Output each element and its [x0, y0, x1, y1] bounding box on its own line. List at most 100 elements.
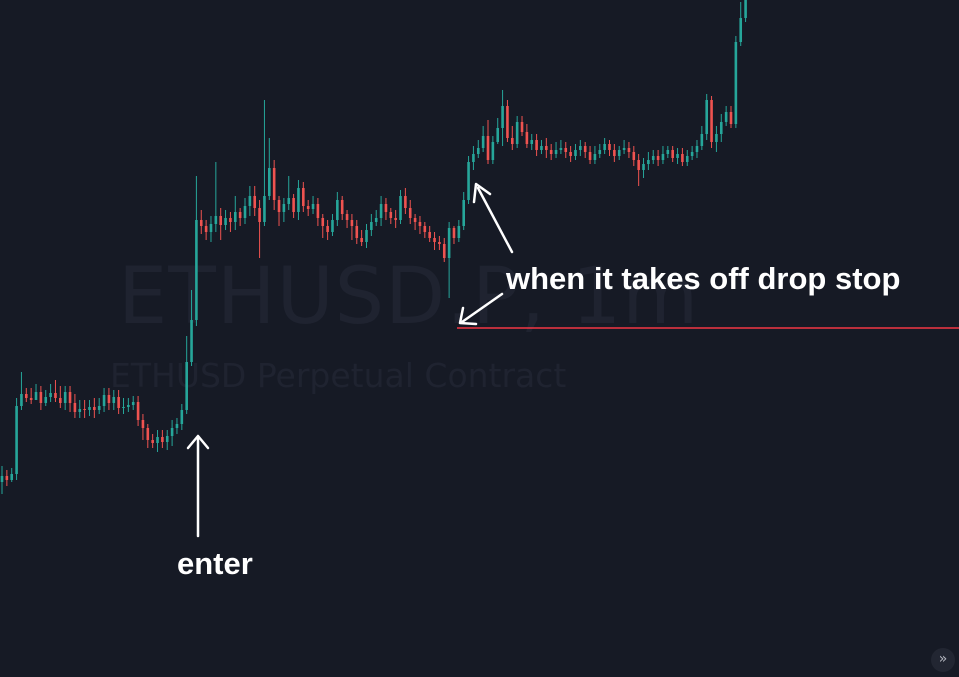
candle-body-up	[598, 150, 602, 154]
candle-body-down	[350, 220, 354, 226]
candle-body-up	[530, 140, 534, 144]
stop-annotation-text: when it takes off drop stop	[506, 261, 901, 296]
candle-body-up	[603, 144, 606, 150]
candle-body-up	[175, 424, 179, 428]
candle-body-up	[311, 204, 315, 209]
candle-body-up	[0, 476, 4, 482]
candle-body-up	[661, 154, 665, 160]
candle-body-up	[44, 397, 48, 403]
candle-body-up	[705, 100, 708, 134]
candle-body-up	[574, 150, 577, 156]
candle-body-up	[666, 150, 670, 154]
candle-body-up	[63, 392, 67, 403]
candle-body-up	[297, 188, 300, 212]
candle-body-down	[93, 407, 96, 410]
candle-body-up	[97, 406, 101, 410]
candle-body-up	[243, 206, 247, 218]
candle-body-down	[418, 222, 422, 226]
candle-body-down	[452, 228, 456, 238]
candle-body-down	[161, 437, 164, 442]
candle-body-up	[112, 397, 116, 403]
candle-body-up	[744, 0, 747, 18]
candle-body-down	[545, 146, 548, 150]
candle-body-up	[462, 200, 465, 226]
candle-body-down	[681, 154, 684, 162]
candle-body-up	[268, 168, 271, 196]
candle-body-up	[10, 474, 14, 480]
candle-body-down	[656, 156, 660, 160]
candle-body-down	[5, 476, 9, 480]
candle-body-down	[292, 198, 295, 212]
candle-body-down	[83, 409, 86, 410]
candle-body-up	[467, 162, 470, 200]
candle-body-down	[345, 214, 349, 220]
candle-body-down	[29, 398, 33, 400]
candle-body-up	[365, 230, 368, 242]
candle-body-up	[370, 222, 373, 230]
candle-body-down	[107, 395, 111, 403]
candle-body-up	[559, 148, 563, 150]
candle-body-down	[219, 216, 222, 225]
candle-body-up	[185, 362, 188, 410]
candle-body-up	[233, 212, 237, 222]
candle-body-up	[734, 42, 738, 124]
candle-body-up	[554, 150, 558, 154]
candle-body-up	[49, 393, 52, 397]
candle-body-up	[457, 226, 461, 238]
double-chevron-right-icon: »	[938, 651, 948, 667]
candle-body-up	[248, 196, 252, 206]
candle-body-up	[496, 128, 500, 142]
candle-body-up	[476, 148, 480, 154]
candle-body-down	[564, 148, 568, 152]
candle-body-down	[117, 397, 120, 408]
candle-body-up	[287, 198, 291, 204]
candle-body-down	[384, 204, 388, 212]
candle-body-down	[355, 226, 359, 238]
stop-annotation-arrow	[472, 182, 514, 254]
candle-body-up	[695, 146, 699, 152]
candle-body-down	[671, 150, 674, 158]
candle-body-down	[608, 144, 611, 150]
candle-body-up	[102, 395, 106, 406]
candle-body-up	[481, 136, 485, 148]
candle-body-up	[651, 156, 655, 160]
candle-body-up	[20, 394, 23, 406]
candle-body-up	[127, 405, 130, 407]
candle-body-up	[88, 407, 91, 410]
candle-body-up	[447, 228, 451, 258]
candle-body-up	[282, 204, 286, 212]
candle-body-down	[73, 403, 77, 412]
candle-body-up	[501, 106, 504, 128]
candle-body-up	[491, 142, 495, 160]
candle-body-up	[617, 150, 621, 156]
candle-body-down	[54, 393, 57, 398]
candle-body-up	[739, 18, 743, 42]
candle-body-up	[224, 218, 227, 225]
candle-body-down	[25, 394, 28, 398]
candle-body-down	[408, 208, 412, 218]
candle-body-down	[428, 232, 431, 238]
scroll-to-realtime-button[interactable]: »	[931, 648, 955, 672]
candle-body-up	[195, 220, 198, 320]
candle-body-up	[336, 200, 339, 220]
candle-body-down	[151, 440, 154, 443]
candle-body-down	[583, 146, 587, 152]
watermark-symbol: ETHUSD.P, 1m	[118, 252, 700, 342]
candle-body-down	[302, 188, 305, 206]
candle-body-down	[59, 398, 62, 403]
candle-body-up	[472, 154, 475, 162]
candle-body-down	[253, 196, 257, 208]
candle-body-down	[438, 242, 441, 244]
candle-body-up	[263, 196, 266, 222]
candle-body-up	[122, 407, 125, 408]
candle-body-up	[34, 392, 38, 400]
candle-body-down	[136, 402, 140, 420]
candle-body-down	[141, 420, 145, 428]
candle-body-down	[549, 150, 553, 154]
candle-body-up	[165, 436, 169, 442]
candle-body-up	[676, 154, 679, 158]
candle-body-down	[68, 392, 72, 403]
candle-body-down	[394, 218, 397, 220]
